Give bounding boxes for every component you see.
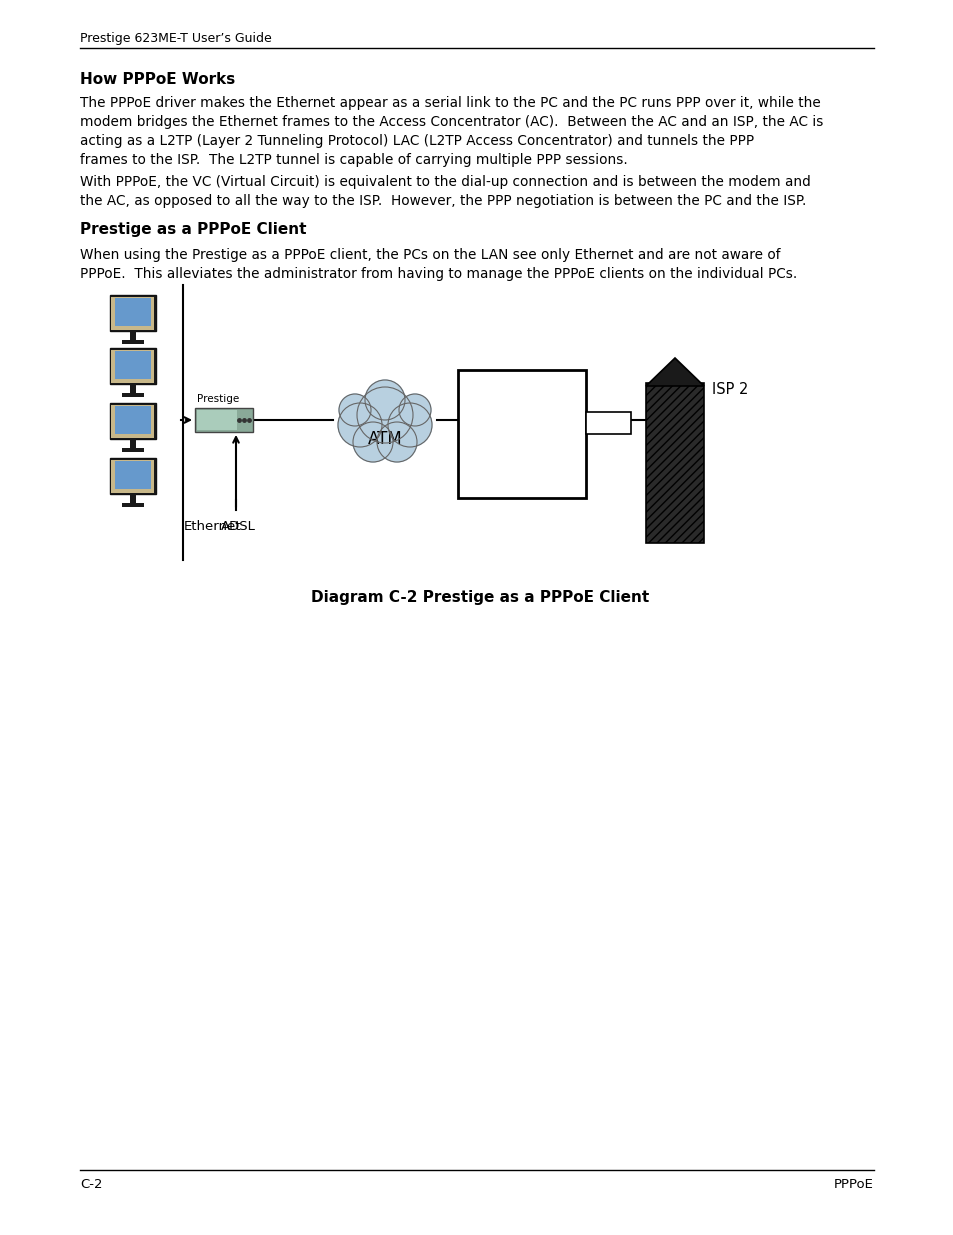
Bar [112,296,154,330]
Text: ADSL: ADSL [221,520,255,534]
Bar [130,494,136,503]
Bar [110,348,156,384]
Bar [110,458,156,494]
Bar [122,503,144,508]
Circle shape [365,380,405,420]
Bar [356,427,413,445]
Polygon shape [645,358,703,387]
Text: PPPoE: PPPoE [833,1178,873,1191]
Bar [194,408,253,432]
Bar [122,448,144,452]
Text: ISP 2: ISP 2 [711,382,747,396]
Bar [457,370,585,498]
Text: C-2: C-2 [80,1178,102,1191]
Text: Prestige 623ME-T User’s Guide: Prestige 623ME-T User’s Guide [80,32,272,44]
Bar [585,412,630,433]
Text: How PPPoE Works: How PPPoE Works [80,72,235,86]
Text: Prestige as a PPPoE Client: Prestige as a PPPoE Client [80,222,306,237]
Bar [110,403,156,438]
Text: L2TP: L2TP [591,416,625,430]
Bar [115,351,151,379]
Bar [112,459,154,493]
Circle shape [353,422,393,462]
Text: When using the Prestige as a PPPoE client, the PCs on the LAN see only Ethernet : When using the Prestige as a PPPoE clien… [80,248,797,280]
Bar [112,405,154,437]
Bar [122,340,144,345]
Text: Access
Concentrator: Access Concentrator [467,405,576,447]
Bar [130,438,136,448]
Bar [112,350,154,383]
Text: With PPPoE, the VC (Virtual Circuit) is equivalent to the dial-up connection and: With PPPoE, the VC (Virtual Circuit) is … [80,175,810,207]
Circle shape [356,387,413,443]
Bar [115,298,151,326]
Text: Diagram C-2 Prestige as a PPPoE Client: Diagram C-2 Prestige as a PPPoE Client [311,590,648,605]
Circle shape [338,394,371,426]
Text: Prestige: Prestige [196,394,239,404]
Circle shape [398,394,431,426]
Text: The PPPoE driver makes the Ethernet appear as a serial link to the PC and the PC: The PPPoE driver makes the Ethernet appe… [80,96,822,167]
Bar [130,384,136,393]
Text: ATM: ATM [367,430,402,448]
Bar [115,461,151,489]
Circle shape [365,400,405,440]
Text: Ethernet: Ethernet [184,520,241,534]
Bar [122,393,144,396]
Bar [110,295,156,331]
Circle shape [376,422,416,462]
Circle shape [388,403,432,447]
Bar [196,410,236,430]
Bar [115,406,151,433]
Bar [130,331,136,340]
Bar [645,383,703,543]
Circle shape [337,403,381,447]
